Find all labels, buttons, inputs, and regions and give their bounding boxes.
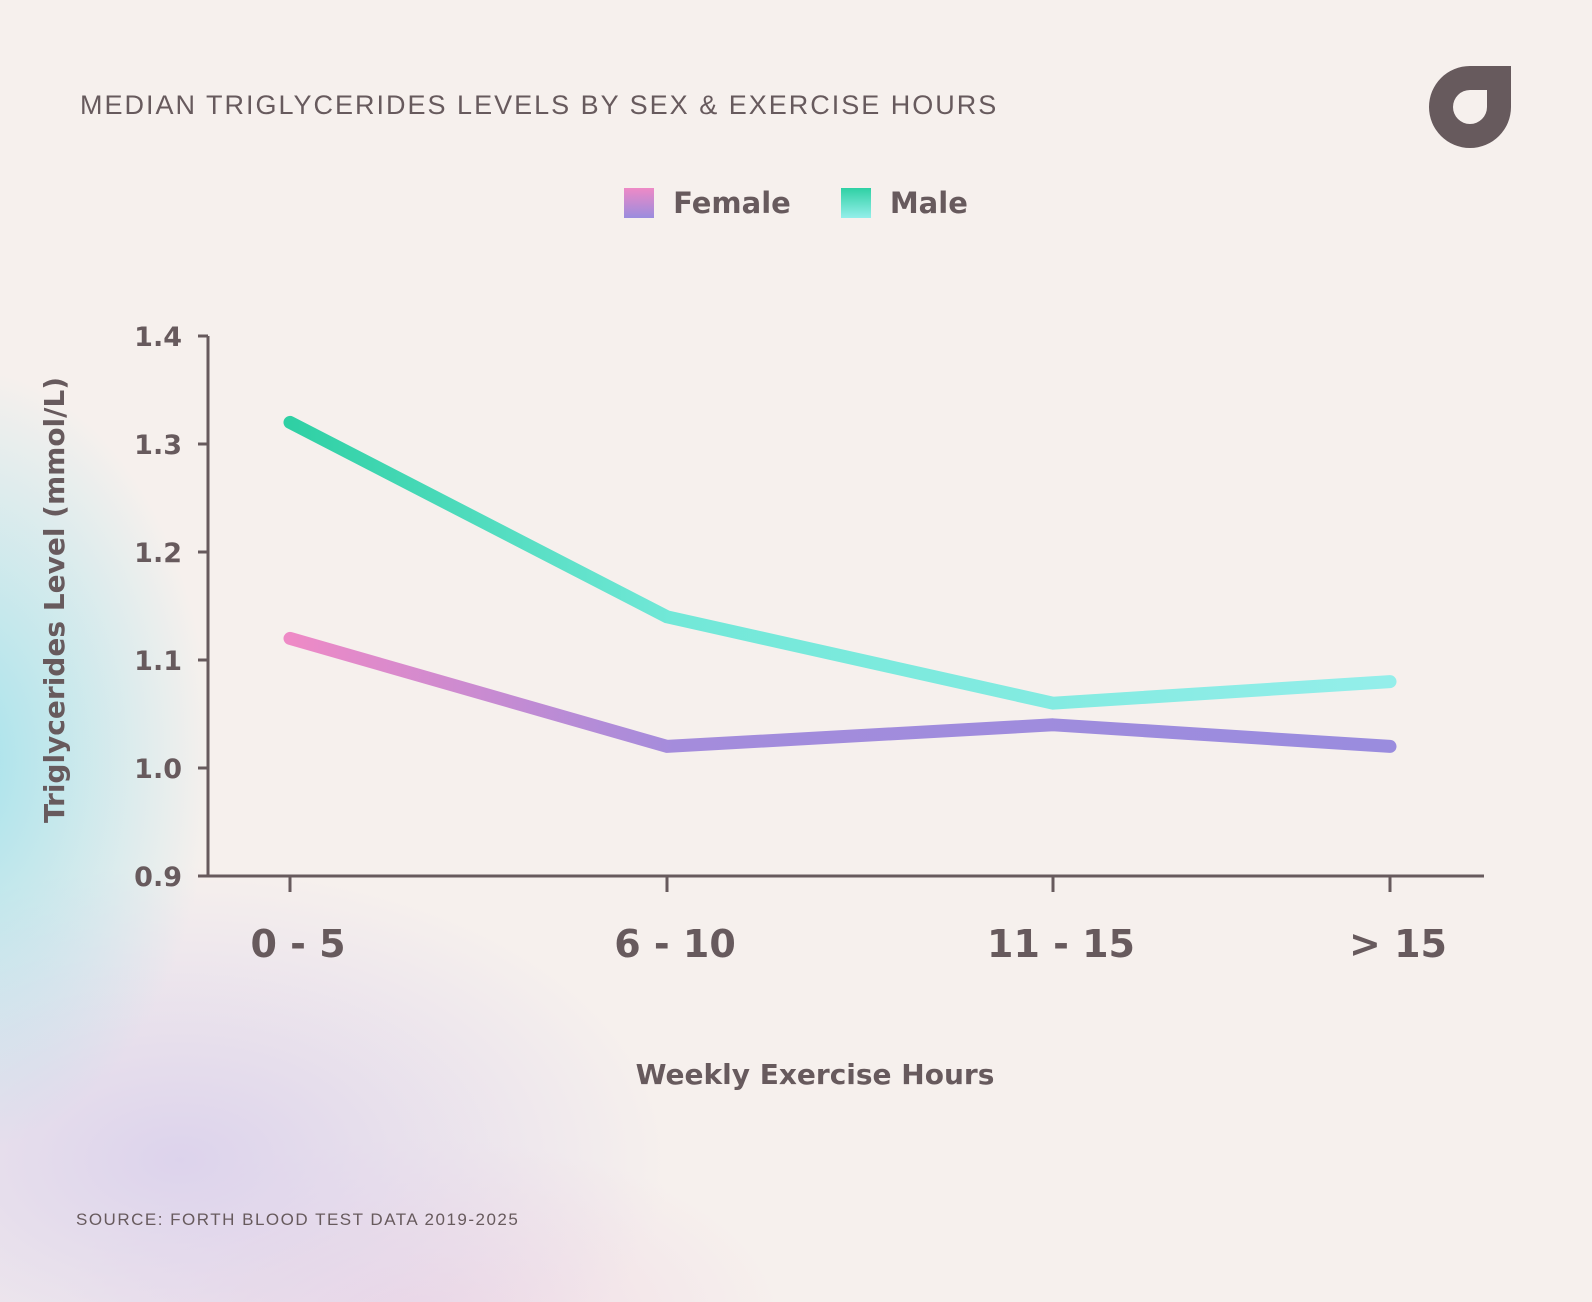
brand-logo-icon — [1429, 66, 1511, 148]
legend-swatch-female — [624, 188, 655, 218]
y-tick-label: 1.4 — [134, 322, 182, 353]
legend-item-female: Female — [624, 186, 791, 220]
y-axis-title: Triglycerides Level (mmol/L) — [38, 377, 71, 823]
x-tick-label: > 15 — [1349, 922, 1447, 966]
legend: Female Male — [0, 186, 1592, 220]
y-tick-label: 1.2 — [134, 538, 182, 569]
source-note: SOURCE: FORTH BLOOD TEST DATA 2019-2025 — [76, 1210, 520, 1229]
x-tick-label: 0 - 5 — [250, 922, 345, 966]
chart-title: MEDIAN TRIGLYCERIDES LEVELS BY SEX & EXE… — [80, 90, 999, 120]
legend-label-female: Female — [673, 186, 791, 220]
x-axis-title: Weekly Exercise Hours — [636, 1058, 995, 1091]
y-tick-label: 1.3 — [134, 430, 182, 461]
series-line-male — [283, 415, 1397, 710]
legend-item-male: Male — [840, 186, 968, 220]
y-tick-label: 1.0 — [134, 754, 182, 785]
y-tick-label: 0.9 — [134, 862, 182, 893]
y-tick-label: 1.1 — [134, 646, 182, 677]
legend-swatch-male — [840, 188, 871, 218]
x-tick-label: 11 - 15 — [987, 922, 1135, 966]
legend-label-male: Male — [889, 186, 968, 220]
x-tick-label: 6 - 10 — [614, 922, 736, 966]
series-line-female — [283, 631, 1397, 753]
